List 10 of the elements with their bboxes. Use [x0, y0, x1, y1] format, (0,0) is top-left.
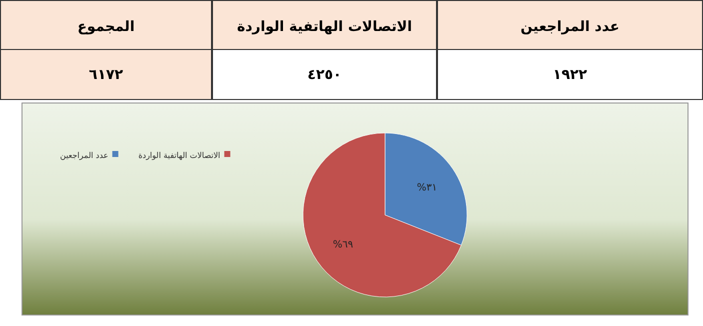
legend-label: الاتصالات الهاتفية الواردة [138, 151, 220, 160]
text: المجموع [77, 19, 135, 35]
data-label: %٣١ [416, 182, 438, 194]
text: الاتصالات الهاتفية الواردة [236, 19, 412, 35]
text: ٤٢٥٠ [307, 67, 342, 83]
text: عدد المراجعين [520, 19, 620, 35]
text: ٦١٧٢ [88, 67, 124, 83]
text: ١٩٢٢ [552, 67, 588, 83]
legend-label: عدد المراجعين [60, 151, 108, 160]
data-label: %٦٩ [332, 240, 354, 251]
